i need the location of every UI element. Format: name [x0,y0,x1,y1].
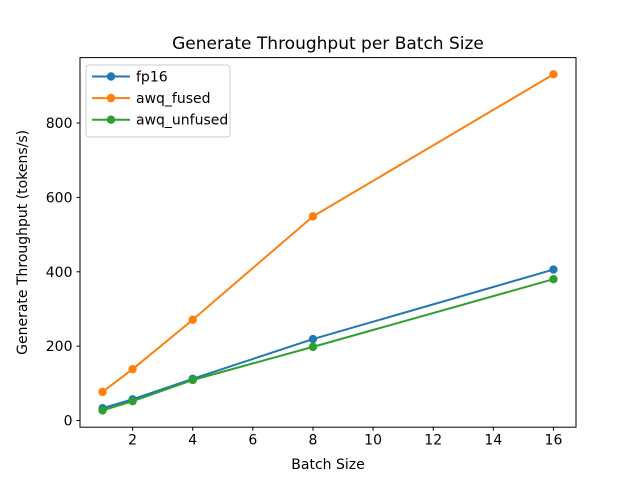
data-series [98,70,558,415]
data-point-awq_unfused [308,342,318,352]
x-tick-label: 16 [545,433,563,449]
data-point-awq_unfused [549,275,558,284]
data-point-awq_unfused [128,396,137,406]
chart-title: Generate Throughput per Batch Size [172,34,484,54]
legend-label-awq_unfused: awq_unfused [136,113,228,129]
data-point-awq_fused [98,387,107,397]
plot-spines [79,57,577,428]
data-point-awq_unfused [98,406,107,415]
legend-swatch-marker [106,93,116,103]
legend-label-awq_fused: awq_fused [136,91,211,107]
x-tick-label: 10 [364,433,382,449]
x-tick-label: 14 [484,433,502,449]
data-point-awq_fused [308,212,318,221]
y-tick-label: 0 [64,414,73,430]
legend: fp16 awq_fused awq_unfused [85,64,231,138]
x-axis-label: Batch Size [291,457,364,473]
y-tick-label: 800 [46,116,73,132]
data-point-awq_fused [549,70,558,79]
x-tick-label: 8 [309,433,318,449]
data-point-awq_fused [188,315,197,324]
series-line-awq_unfused [101,278,555,412]
y-tick-label: 200 [46,339,73,355]
legend-swatch-marker [106,115,116,124]
y-axis-label: Generate Throughput (tokens/s) [15,130,31,355]
data-point-awq_fused [128,364,137,374]
x-tick-label: 4 [188,433,197,449]
axis-ticks: 2 4 6 8 10 12 14 16 0 200 400 600 800 [46,116,563,449]
legend-swatch-marker [106,72,116,81]
x-tick-label: 6 [248,433,257,449]
data-point-awq_unfused [188,375,197,385]
x-tick-label: 12 [424,433,442,449]
data-point-fp16 [549,265,558,274]
legend-label-fp16: fp16 [136,70,168,86]
data-point-fp16 [308,334,318,344]
x-tick-label: 2 [128,433,137,449]
y-tick-label: 400 [46,265,73,281]
y-tick-label: 600 [46,190,73,206]
